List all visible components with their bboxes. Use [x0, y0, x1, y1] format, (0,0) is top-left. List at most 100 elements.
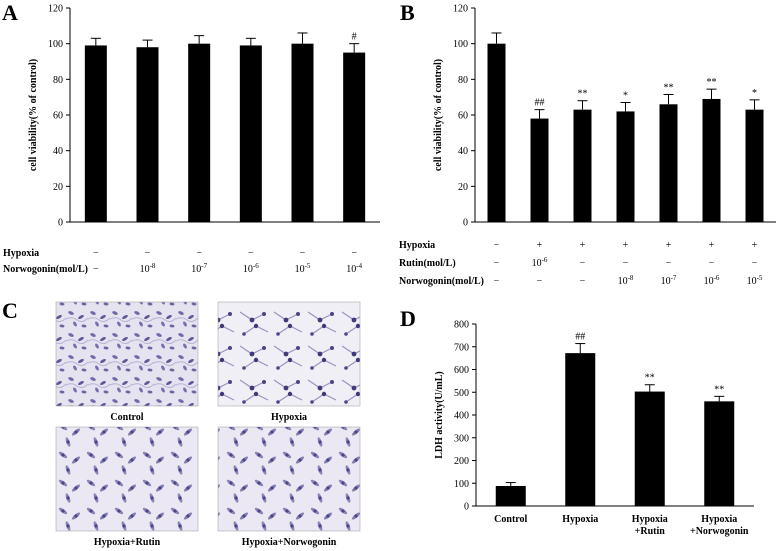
y-axis-title: cell viability(% of control)	[433, 59, 444, 171]
y-tick-label: 60	[53, 111, 63, 122]
bar	[188, 43, 211, 222]
panel-label-a: A	[2, 0, 18, 25]
row-label: Hypoxia	[399, 240, 435, 251]
category-label: Hypoxia +Norwogonin	[690, 514, 749, 537]
y-tick-label: 400	[454, 411, 469, 422]
row-cell: −	[623, 258, 629, 269]
bar	[239, 45, 262, 223]
row-cell: 10-8	[140, 262, 156, 275]
y-tick-label: 100	[453, 39, 468, 50]
panel-label-d: D	[400, 306, 416, 331]
row-cell: +	[580, 240, 586, 251]
category-label: Control	[494, 514, 527, 525]
significance-mark: *	[623, 91, 628, 102]
y-tick-label: 600	[454, 365, 469, 376]
micrograph-caption: Hypoxia+Norwogonin	[242, 537, 337, 548]
micrograph-control	[55, 301, 199, 407]
row-cell: +	[623, 240, 629, 251]
row-cell: −	[93, 248, 99, 259]
category-label: Hypoxia	[562, 514, 598, 525]
row-cell: −	[300, 248, 306, 259]
micrograph-hypoxia	[217, 301, 361, 407]
category-label: Hypoxia +Rutin	[632, 514, 668, 537]
row-cell: +	[752, 240, 758, 251]
bar	[573, 109, 592, 222]
y-tick-label: 800	[454, 320, 469, 331]
row-cell: 10-6	[704, 274, 720, 287]
y-tick-label: 0	[463, 218, 468, 229]
significance-mark: ##	[535, 98, 545, 109]
y-tick-label: 700	[454, 342, 469, 353]
row-cell: −	[248, 248, 254, 259]
row-cell: −	[537, 276, 543, 287]
row-cell: −	[752, 258, 758, 269]
bar	[659, 104, 678, 222]
y-tick-label: 120	[48, 4, 63, 15]
y-tick-label: 120	[453, 4, 468, 15]
row-cell: 10-5	[747, 274, 763, 287]
significance-mark: *	[752, 88, 757, 99]
panel-label-b: B	[400, 0, 415, 25]
bar	[84, 45, 107, 223]
row-cell: −	[351, 248, 357, 259]
row-cell: −	[93, 264, 99, 275]
bar	[487, 43, 506, 222]
y-tick-label: 300	[454, 433, 469, 444]
micrograph-caption: Hypoxia+Rutin	[94, 537, 161, 548]
y-tick-label: 500	[454, 388, 469, 399]
y-tick-label: 20	[53, 182, 63, 193]
bar	[702, 98, 721, 222]
row-cell: −	[145, 248, 151, 259]
significance-mark: **	[707, 77, 717, 88]
row-cell: −	[580, 276, 586, 287]
row-cell: −	[580, 258, 586, 269]
row-cell: −	[494, 258, 500, 269]
bar	[745, 109, 764, 222]
panel-label-c: C	[2, 298, 18, 323]
significance-mark: **	[714, 384, 724, 395]
bar	[343, 52, 366, 223]
row-cell: 10-5	[295, 262, 311, 275]
y-tick-label: 200	[454, 456, 469, 467]
row-label: Rutin(mol/L)	[399, 258, 456, 269]
bar	[495, 485, 526, 506]
micrograph-caption: Control	[110, 412, 143, 423]
y-tick-label: 0	[464, 502, 469, 513]
micrograph-hypoxia-rutin	[55, 426, 199, 532]
row-cell: +	[666, 240, 672, 251]
row-label: Hypoxia	[3, 248, 39, 259]
row-cell: 10-7	[661, 274, 677, 287]
chart-a: 0 20 40 60 80 100 120 cell viability(% of contr…	[3, 4, 380, 275]
row-cell: −	[709, 258, 715, 269]
micrograph-grid: Control Hypoxia Hypoxia+Rutin Hypoxia+No…	[55, 301, 361, 548]
y-axis-title: cell viability(% of control)	[28, 59, 39, 171]
row-label: Norwogonin(mol/L)	[399, 276, 484, 287]
bar	[634, 391, 665, 506]
significance-mark: **	[645, 373, 655, 384]
row-cell: 10-8	[618, 274, 634, 287]
significance-mark: **	[578, 89, 588, 100]
y-tick-label: 0	[58, 218, 63, 229]
micrograph-caption: Hypoxia	[271, 412, 307, 423]
bar	[616, 111, 635, 222]
y-tick-label: 60	[458, 111, 468, 122]
y-tick-label: 80	[458, 75, 468, 86]
chart-d: 0 100 200 300 400 500 600 700 800 LDH activity(U/…	[434, 320, 754, 537]
y-tick-label: 40	[53, 146, 63, 157]
y-tick-label: 40	[458, 146, 468, 157]
row-label: Norwogonin(mol/L)	[3, 264, 88, 275]
row-cell: 10-6	[532, 256, 548, 269]
row-cell: −	[494, 240, 500, 251]
significance-mark: #	[352, 32, 357, 43]
chart-b: 0 20 40 60 80 100 120 cell viability(% of contr…	[399, 4, 776, 287]
row-cell: −	[196, 248, 202, 259]
row-cell: 10-6	[243, 262, 259, 275]
micrograph-hypoxia-norwogonin	[217, 426, 361, 532]
row-cell: 10-7	[191, 262, 207, 275]
bar	[530, 118, 549, 222]
row-cell: −	[666, 258, 672, 269]
bar	[565, 353, 596, 506]
row-cell: −	[494, 276, 500, 287]
significance-mark: **	[664, 82, 674, 93]
